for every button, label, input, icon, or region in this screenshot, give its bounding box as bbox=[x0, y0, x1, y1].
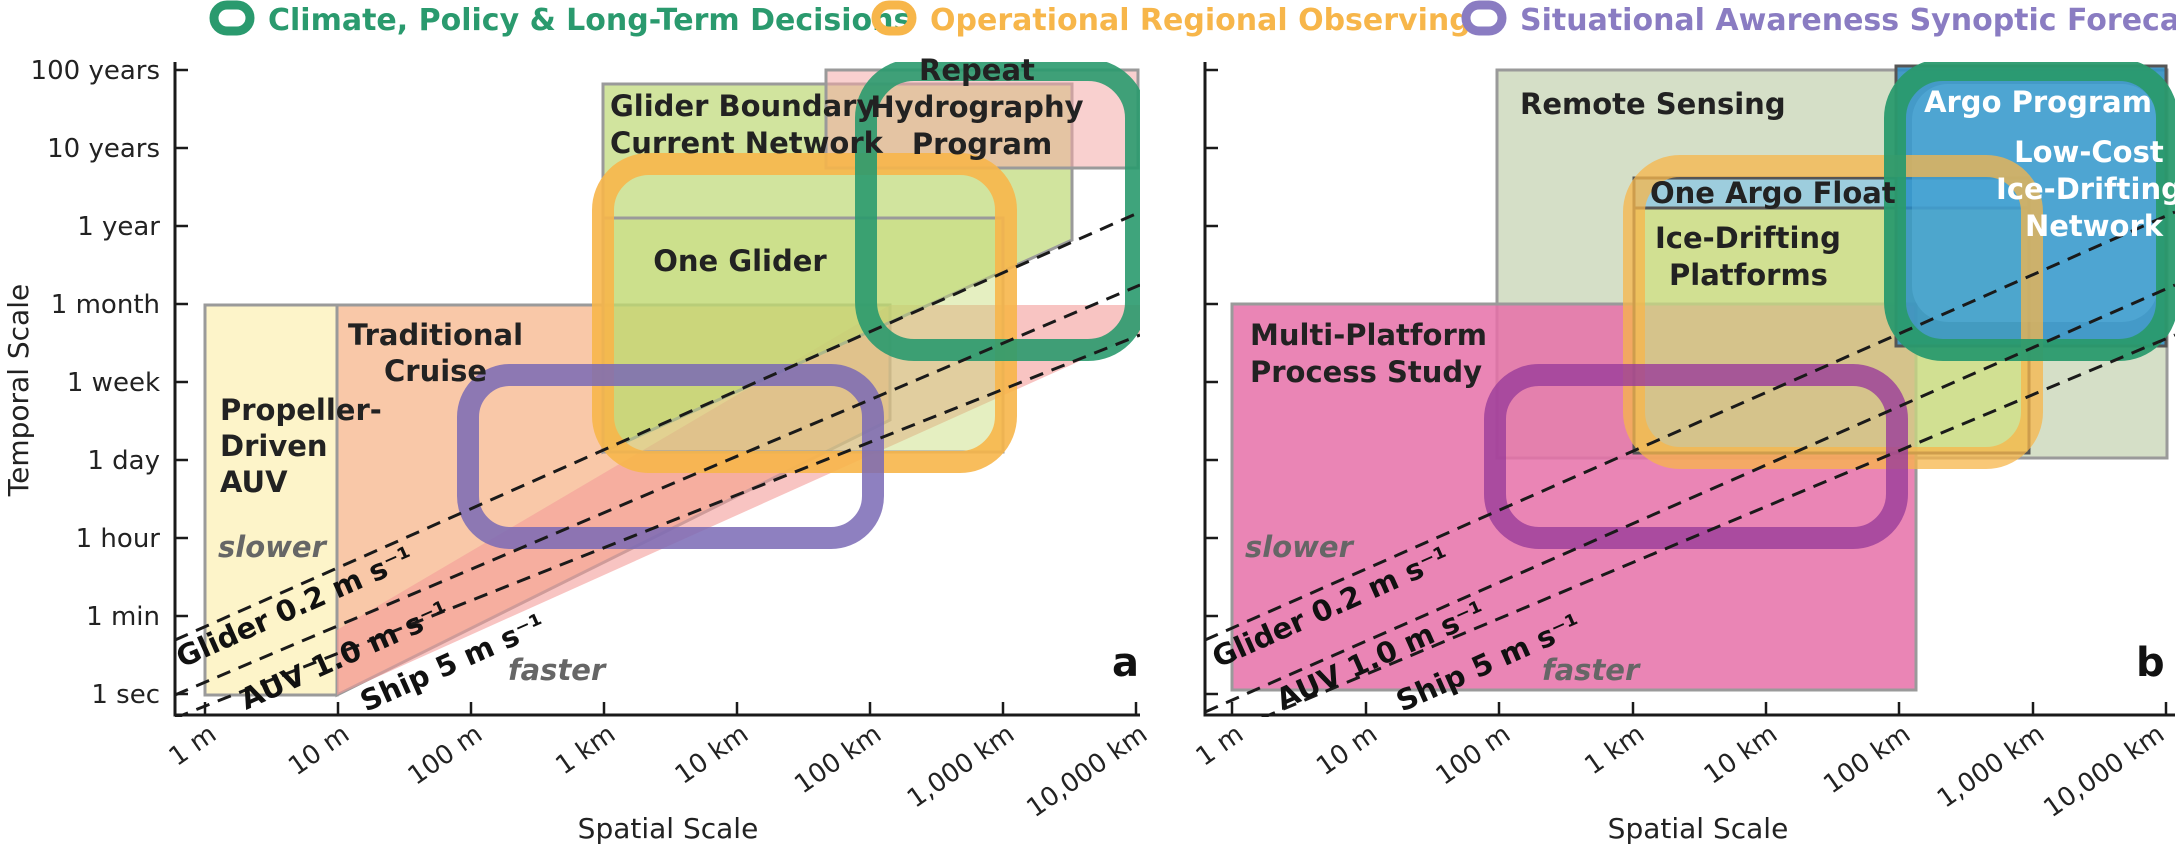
label-multi-platform: Multi-Platform Process Study bbox=[1250, 318, 1497, 389]
label-low-cost-network-2: Ice-Drifting bbox=[1996, 172, 2176, 206]
x-tick-label: 10 m bbox=[283, 719, 355, 782]
y-ticks-a bbox=[175, 68, 188, 696]
glider-speed-line-b bbox=[1205, 210, 2175, 642]
label-glider-boundary-2: Current Network bbox=[610, 126, 884, 160]
region-operational-outline-b bbox=[1623, 155, 2043, 469]
y-tick-label: 1 day bbox=[87, 446, 160, 476]
label-propeller-auv-1: Propeller- bbox=[220, 393, 382, 427]
y-tick-labels-a: 100 years 10 years 1 year 1 month 1 week… bbox=[31, 56, 161, 710]
label-ice-drifting: Ice-Drifting Platforms bbox=[1655, 221, 1851, 292]
x-axis-title-b: Spatial Scale bbox=[1608, 812, 1789, 845]
x-tick-label: 100 m bbox=[403, 719, 488, 791]
x-tick-label: 1 km bbox=[550, 719, 621, 781]
faster-label-a: faster bbox=[508, 653, 607, 687]
panel-letter-b: b bbox=[2136, 640, 2165, 686]
axes-b bbox=[1203, 62, 2175, 717]
region-operational-outline-a bbox=[592, 153, 1017, 473]
x-tick-label: 1 km bbox=[1579, 719, 1650, 781]
label-traditional-cruise-1: Traditional bbox=[348, 318, 523, 352]
x-tick-labels-b: 1 m 10 m 100 m 1 km 10 km 100 km 1,000 k… bbox=[1191, 719, 2170, 824]
y-tick-label: 1 year bbox=[77, 212, 160, 242]
label-one-glider: One Glider bbox=[653, 244, 827, 278]
label-glider-boundary: Glider Boundary Current Network bbox=[610, 89, 885, 160]
panel-a: 100 years 10 years 1 year 1 month 1 week… bbox=[2, 53, 1153, 845]
label-propeller-auv: Propeller- Driven AUV bbox=[220, 393, 392, 499]
x-tick-label: 1 m bbox=[164, 719, 222, 772]
y-tick-label: 1 hour bbox=[76, 524, 161, 554]
y-tick-label: 1 week bbox=[67, 368, 160, 398]
label-traditional-cruise: Traditional Cruise bbox=[348, 318, 533, 388]
x-ticks-a bbox=[203, 702, 1138, 715]
label-traditional-cruise-2: Cruise bbox=[384, 354, 487, 388]
label-propeller-auv-2: Driven bbox=[220, 429, 328, 463]
x-tick-label: 100 km bbox=[1818, 719, 1916, 800]
label-repeat-hydrography-2: Hydrography bbox=[870, 90, 1083, 124]
legend: Climate, Policy & Long-Term Decisions Op… bbox=[209, 0, 2176, 38]
y-tick-label: 1 month bbox=[51, 290, 160, 320]
y-tick-label: 1 min bbox=[86, 602, 160, 632]
legend-swatch-situational bbox=[1461, 0, 1507, 36]
label-propeller-auv-3: AUV bbox=[220, 465, 288, 499]
label-low-cost-network-3: Network bbox=[2025, 209, 2164, 243]
y-axis-title: Temporal Scale bbox=[2, 284, 35, 497]
label-low-cost-network-1: Low-Cost bbox=[2014, 135, 2164, 169]
legend-label-climate: Climate, Policy & Long-Term Decisions bbox=[268, 3, 911, 38]
x-tick-label: 10 km bbox=[1699, 719, 1783, 790]
region-situational-outline-b bbox=[1484, 364, 1908, 549]
legend-swatch-climate bbox=[209, 0, 255, 36]
ship-speed-line-b bbox=[1261, 333, 2175, 717]
legend-label-situational: Situational Awareness Synoptic Forecast bbox=[1520, 3, 2176, 38]
region-propeller-auv bbox=[203, 303, 339, 697]
x-tick-label: 10 m bbox=[1311, 719, 1383, 782]
x-axis-title: Spatial Scale bbox=[578, 812, 759, 845]
panel-b: 1 m 10 m 100 m 1 km 10 km 100 km 1,000 k… bbox=[1191, 62, 2176, 845]
label-multi-platform-1: Multi-Platform bbox=[1250, 318, 1487, 352]
auv-speed-line-b bbox=[1205, 283, 2175, 714]
x-tick-label: 100 km bbox=[789, 719, 887, 800]
region-ship-band bbox=[337, 305, 1140, 695]
label-argo-program: Argo Program bbox=[1924, 85, 2152, 119]
slower-label-a: slower bbox=[218, 530, 328, 564]
slower-label-b: slower bbox=[1245, 530, 1355, 564]
y-tick-label: 10 years bbox=[47, 134, 160, 164]
x-tick-label: 1,000 km bbox=[1932, 719, 2050, 814]
x-tick-label: 1 m bbox=[1191, 719, 1249, 772]
label-repeat-hydrography-1: Repeat bbox=[919, 53, 1035, 87]
x-tick-labels-a: 1 m 10 m 100 m 1 km 10 km 100 km 1,000 k… bbox=[164, 719, 1153, 824]
x-tick-label: 10,000 km bbox=[2038, 719, 2170, 824]
y-tick-label: 1 sec bbox=[91, 680, 160, 710]
label-multi-platform-2: Process Study bbox=[1250, 355, 1482, 389]
x-tick-label: 100 m bbox=[1431, 719, 1516, 791]
faster-label-b: faster bbox=[1542, 653, 1641, 687]
label-one-argo-float: One Argo Float bbox=[1650, 176, 1896, 210]
label-remote-sensing: Remote Sensing bbox=[1520, 87, 1786, 121]
region-climate-outline-a bbox=[855, 62, 1140, 361]
axes-a bbox=[173, 62, 1140, 717]
label-ice-drifting-1: Ice-Drifting bbox=[1655, 221, 1841, 255]
x-tick-label: 10,000 km bbox=[1021, 719, 1153, 824]
label-repeat-hydrography-3: Program bbox=[912, 127, 1052, 161]
x-tick-label: 10 km bbox=[670, 719, 754, 790]
ship-speed-line-a bbox=[175, 333, 1140, 717]
x-ticks-b bbox=[1230, 702, 2168, 715]
region-one-glider bbox=[601, 216, 1005, 454]
region-situational-outline-a bbox=[457, 364, 884, 549]
label-glider-boundary-1: Glider Boundary bbox=[610, 89, 875, 123]
panel-letter-a: a bbox=[1112, 640, 1139, 686]
label-low-cost-network: Low-Cost Ice-Drifting Network bbox=[1996, 135, 2176, 243]
label-repeat-hydrography: Repeat Hydrography Program bbox=[870, 53, 1093, 161]
auv-speed-line-a bbox=[175, 283, 1140, 697]
legend-swatch-operational bbox=[871, 0, 917, 36]
x-tick-label: 1,000 km bbox=[902, 719, 1020, 814]
y-ticks-b bbox=[1205, 68, 1218, 696]
y-tick-label: 100 years bbox=[31, 56, 160, 86]
glider-speed-line-a bbox=[175, 210, 1140, 642]
label-ice-drifting-2: Platforms bbox=[1669, 258, 1828, 292]
legend-label-operational: Operational Regional Observing bbox=[930, 3, 1471, 38]
